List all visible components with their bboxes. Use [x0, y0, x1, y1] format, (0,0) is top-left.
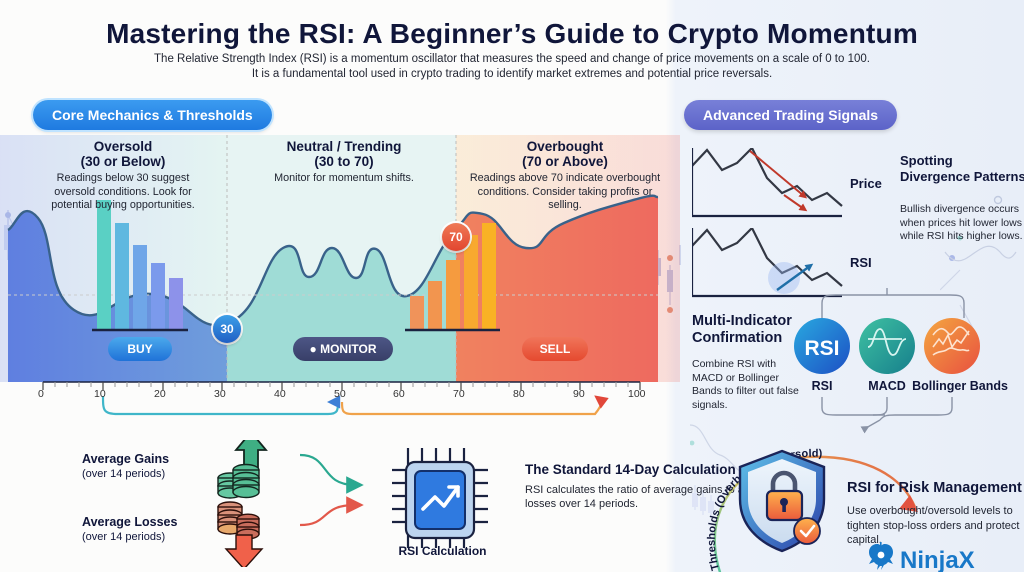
svg-text:NinjaX: NinjaX [900, 547, 975, 572]
svg-text:RSI: RSI [804, 337, 839, 360]
